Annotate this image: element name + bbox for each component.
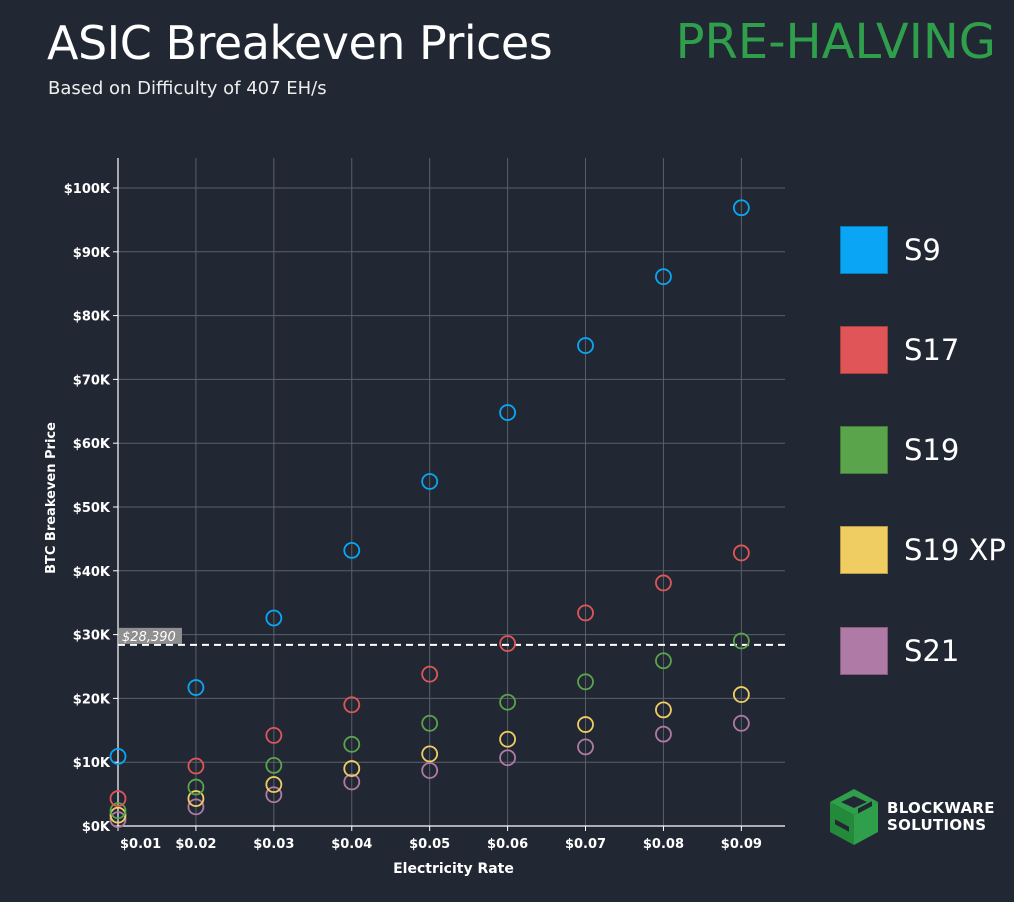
y-tick-label: $80K bbox=[73, 310, 111, 325]
point-s19 bbox=[187, 778, 205, 796]
point-s19-xp bbox=[343, 760, 361, 777]
point-s21 bbox=[343, 773, 361, 791]
point-s9 bbox=[577, 337, 594, 354]
x-tick-label: $0.07 bbox=[565, 837, 606, 852]
point-s21 bbox=[109, 811, 127, 829]
x-tick-label: $0.08 bbox=[643, 837, 684, 852]
x-tick-label: $0.04 bbox=[331, 837, 372, 852]
y-axis-title: BTC Breakeven Price bbox=[44, 422, 59, 574]
point-s17 bbox=[265, 727, 283, 744]
legend-item-s17: S17 bbox=[840, 326, 959, 374]
point-s17 bbox=[732, 544, 750, 562]
y-tick-label: $50K bbox=[73, 501, 111, 516]
point-s17 bbox=[655, 574, 672, 592]
legend-swatch bbox=[840, 426, 888, 474]
chart-subtitle: Based on Difficulty of 407 EH/s bbox=[48, 78, 327, 99]
chart-title: ASIC Breakeven Prices bbox=[47, 16, 553, 70]
point-s9 bbox=[265, 609, 283, 627]
point-s17 bbox=[577, 604, 594, 622]
point-s17 bbox=[343, 696, 361, 714]
point-s17 bbox=[499, 635, 517, 652]
y-tick-label: $30K bbox=[73, 629, 111, 644]
point-s19 bbox=[577, 673, 594, 691]
x-tick-label: $0.05 bbox=[409, 837, 450, 852]
x-tick-label: $0.03 bbox=[253, 837, 294, 852]
point-s19 bbox=[655, 652, 672, 670]
y-tick-label: $10K bbox=[73, 756, 111, 771]
point-s21 bbox=[265, 786, 283, 804]
brand-line-2: SOLUTIONS bbox=[887, 816, 987, 834]
legend-item-s19: S19 bbox=[840, 426, 959, 474]
pre-halving-badge: PRE-HALVING bbox=[675, 14, 996, 70]
point-s9 bbox=[187, 679, 205, 696]
legend-swatch bbox=[840, 326, 888, 374]
point-s17 bbox=[109, 790, 127, 807]
reference-line-label: $28,390 bbox=[122, 630, 176, 645]
point-s21 bbox=[732, 714, 750, 732]
blockware-logo: BLOCKWARE SOLUTIONS bbox=[827, 787, 995, 847]
point-s19-xp bbox=[732, 686, 750, 703]
point-s21 bbox=[655, 725, 672, 743]
x-tick-label: $0.01 bbox=[120, 837, 161, 852]
legend-label: S19 XP bbox=[904, 533, 1006, 567]
brand-line-1: BLOCKWARE bbox=[887, 799, 995, 817]
legend-swatch bbox=[840, 526, 888, 574]
point-s19-xp bbox=[499, 730, 517, 748]
point-s17 bbox=[187, 757, 205, 775]
y-tick-label: $70K bbox=[73, 373, 111, 388]
point-s9 bbox=[499, 404, 517, 421]
point-s21 bbox=[499, 749, 517, 767]
x-axis-title: Electricity Rate bbox=[393, 861, 514, 877]
point-s9 bbox=[655, 268, 672, 286]
legend-label: S21 bbox=[904, 634, 960, 668]
point-s21 bbox=[577, 738, 594, 756]
x-tick-label: $0.06 bbox=[487, 837, 528, 852]
point-s19 bbox=[109, 802, 127, 820]
y-tick-label: $0K bbox=[82, 820, 111, 835]
point-s19 bbox=[265, 756, 283, 774]
legend-label: S9 bbox=[904, 233, 941, 267]
y-tick-label: $100K bbox=[64, 182, 111, 197]
legend-item-s21: S21 bbox=[840, 627, 959, 675]
legend-label: S19 bbox=[904, 433, 960, 467]
point-s9 bbox=[732, 199, 750, 217]
legend-label: S17 bbox=[904, 333, 960, 367]
point-s9 bbox=[421, 473, 439, 490]
point-s21 bbox=[187, 798, 205, 816]
point-s19 bbox=[421, 714, 439, 732]
point-s19-xp bbox=[265, 776, 283, 793]
point-s9 bbox=[109, 748, 127, 765]
legend-swatch bbox=[840, 627, 888, 675]
point-s19-xp bbox=[655, 701, 672, 719]
y-tick-label: $90K bbox=[73, 246, 111, 261]
point-s19-xp bbox=[187, 790, 205, 807]
blockware-cube-icon bbox=[830, 789, 878, 845]
y-tick-label: $40K bbox=[73, 565, 111, 580]
point-s17 bbox=[421, 665, 439, 683]
x-tick-label: $0.09 bbox=[721, 837, 762, 852]
legend-swatch bbox=[840, 226, 888, 274]
point-s19-xp bbox=[421, 745, 439, 763]
point-s19 bbox=[732, 632, 750, 650]
y-tick-label: $60K bbox=[73, 437, 111, 452]
point-s19 bbox=[499, 693, 517, 711]
legend-item-s9: S9 bbox=[840, 226, 941, 274]
point-s19-xp bbox=[577, 716, 594, 733]
point-s9 bbox=[343, 541, 361, 559]
point-s19-xp bbox=[109, 806, 127, 824]
x-tick-label: $0.02 bbox=[175, 837, 216, 852]
point-s19 bbox=[343, 735, 361, 753]
legend-item-s19-xp: S19 XP bbox=[840, 526, 1006, 574]
reference-label-background bbox=[119, 627, 182, 644]
y-tick-label: $20K bbox=[73, 692, 111, 707]
point-s21 bbox=[421, 762, 439, 779]
